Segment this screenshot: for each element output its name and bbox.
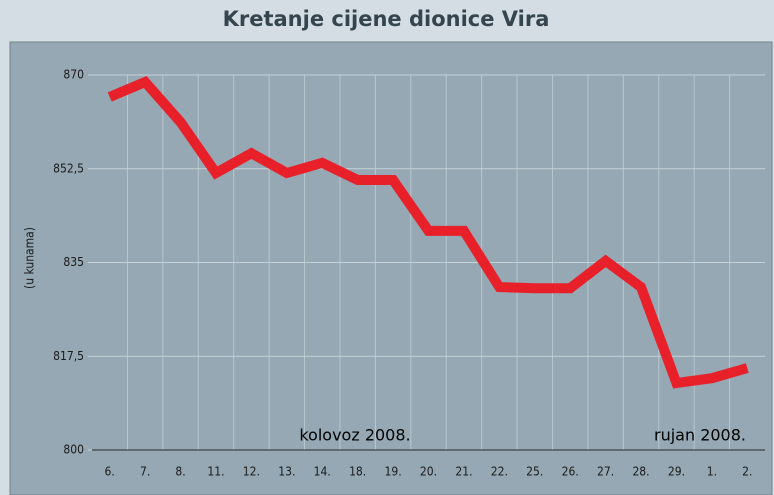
line bbox=[107, 75, 749, 389]
x-tick-label: 29. bbox=[668, 465, 685, 479]
x-tick-label: 1. bbox=[707, 465, 717, 479]
plot-frame bbox=[9, 41, 773, 495]
x-tick-label: 19. bbox=[384, 465, 401, 479]
x-tick-label: 8. bbox=[175, 465, 185, 479]
y-tick-label: 835 bbox=[63, 255, 84, 269]
y-tick-label: 870 bbox=[63, 68, 84, 82]
x-tick-label: 20. bbox=[420, 465, 437, 479]
x-tick-label: 22. bbox=[491, 465, 508, 479]
x-tick-label: 27. bbox=[597, 465, 614, 479]
y-axis-label: (u kunama) bbox=[23, 227, 37, 289]
x-tick-label: 25. bbox=[526, 465, 543, 479]
x-tick-label: 26. bbox=[562, 465, 579, 479]
x-tick-label: 7. bbox=[140, 465, 150, 479]
y-tick-label: 800 bbox=[63, 443, 84, 457]
x-tick-label: 21. bbox=[455, 465, 472, 479]
x-tick-label: 14. bbox=[314, 465, 331, 479]
x-tick-label: 18. bbox=[349, 465, 366, 479]
x-tick-label: 2. bbox=[742, 465, 752, 479]
x-tick-label: 13. bbox=[278, 465, 295, 479]
y-tick-label: 817,5 bbox=[53, 349, 84, 363]
chart-title: Kretanje cijene dionice Vira bbox=[223, 7, 550, 31]
x-tick-label: 6. bbox=[105, 465, 115, 479]
x-tick-label: 28. bbox=[632, 465, 649, 479]
x-tick-label: 11. bbox=[207, 465, 224, 479]
annotation: kolovoz 2008. bbox=[299, 426, 410, 445]
x-tick-label: 12. bbox=[243, 465, 260, 479]
y-tick-label: 852,5 bbox=[53, 161, 84, 175]
annotation: rujan 2008. bbox=[654, 426, 746, 445]
